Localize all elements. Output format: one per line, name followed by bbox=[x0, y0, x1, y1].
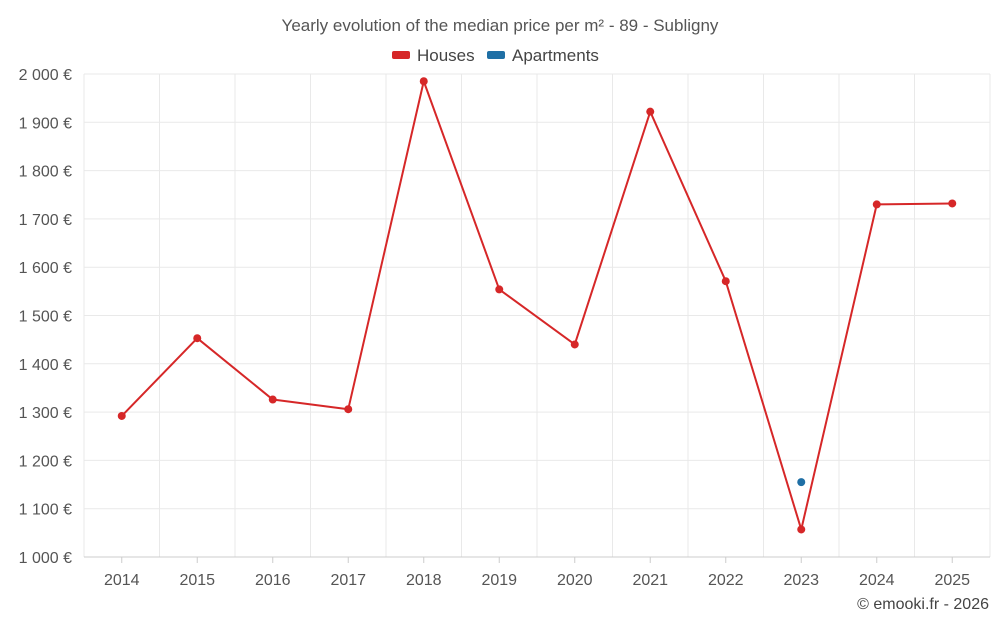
series-apartments bbox=[797, 478, 806, 487]
legend-item-houses[interactable]: Houses bbox=[392, 46, 475, 65]
y-tick-label: 1 500 € bbox=[19, 309, 72, 326]
x-axis-ticks: 2014 2015 2016 2017 2018 2019 2020 2021 2022 2023… bbox=[104, 572, 970, 589]
series bbox=[117, 77, 957, 534]
legend-swatch-apartments bbox=[487, 51, 505, 59]
y-tick-label: 1 300 € bbox=[19, 405, 72, 422]
x-tick-label: 2019 bbox=[481, 572, 517, 589]
legend-label-apartments: Apartments bbox=[512, 46, 599, 65]
data-point-houses[interactable] bbox=[721, 277, 730, 286]
data-point-houses[interactable] bbox=[570, 340, 579, 349]
legend[interactable]: Houses Apartments bbox=[392, 46, 599, 65]
data-point-houses[interactable] bbox=[193, 334, 202, 343]
y-tick-label: 1 700 € bbox=[19, 212, 72, 229]
legend-label-houses: Houses bbox=[417, 46, 475, 65]
data-point-houses[interactable] bbox=[872, 200, 881, 209]
y-tick-label: 1 800 € bbox=[19, 164, 72, 181]
data-point-houses[interactable] bbox=[646, 107, 655, 116]
data-point-houses[interactable] bbox=[268, 395, 277, 404]
y-tick-label: 1 200 € bbox=[19, 453, 72, 470]
y-tick-label: 1 600 € bbox=[19, 260, 72, 277]
y-tick-label: 1 400 € bbox=[19, 357, 72, 374]
x-tick-label: 2022 bbox=[708, 572, 744, 589]
x-tick-label: 2014 bbox=[104, 572, 140, 589]
data-point-houses[interactable] bbox=[117, 411, 126, 420]
x-tick-label: 2018 bbox=[406, 572, 442, 589]
y-tick-label: 2 000 € bbox=[19, 67, 72, 84]
data-point-houses[interactable] bbox=[419, 77, 428, 86]
legend-swatch-houses bbox=[392, 51, 410, 59]
series-line-houses bbox=[121, 80, 953, 531]
axes bbox=[84, 556, 990, 563]
chart-title: Yearly evolution of the median price per… bbox=[282, 16, 719, 35]
y-axis-ticks: 1 000 € 1 100 € 1 200 € 1 300 € 1 400 € 1 500… bbox=[19, 67, 72, 567]
x-tick-label: 2025 bbox=[934, 572, 970, 589]
x-tick-label: 2015 bbox=[179, 572, 215, 589]
legend-item-apartments[interactable]: Apartments bbox=[487, 46, 599, 65]
y-tick-label: 1 000 € bbox=[19, 550, 72, 567]
y-tick-label: 1 100 € bbox=[19, 502, 72, 519]
x-tick-label: 2023 bbox=[783, 572, 819, 589]
x-tick-label: 2020 bbox=[557, 572, 593, 589]
x-tick-label: 2021 bbox=[632, 572, 668, 589]
credit-text: © emooki.fr - 2026 bbox=[857, 596, 989, 613]
data-point-houses[interactable] bbox=[344, 405, 353, 414]
data-point-houses[interactable] bbox=[948, 199, 957, 208]
data-point-houses[interactable] bbox=[797, 525, 806, 534]
series-houses bbox=[117, 77, 957, 534]
data-point-houses[interactable] bbox=[495, 285, 504, 294]
data-point-apartments[interactable] bbox=[797, 478, 806, 487]
x-tick-label: 2017 bbox=[330, 572, 366, 589]
x-tick-label: 2024 bbox=[859, 572, 895, 589]
grid bbox=[83, 73, 991, 557]
x-tick-label: 2016 bbox=[255, 572, 291, 589]
y-tick-label: 1 900 € bbox=[19, 115, 72, 132]
